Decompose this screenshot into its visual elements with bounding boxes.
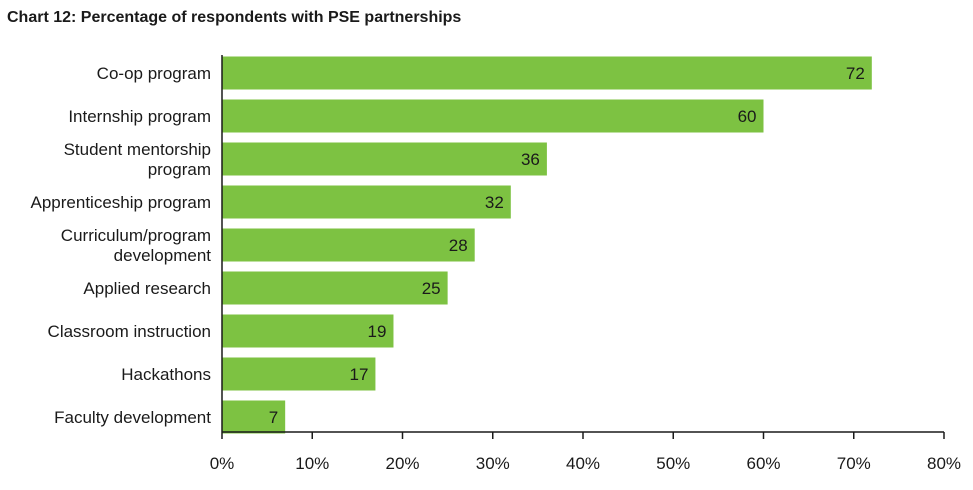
data-label: 25 bbox=[422, 279, 441, 298]
x-tick-label: 20% bbox=[385, 454, 419, 473]
data-label: 19 bbox=[368, 322, 387, 341]
bar bbox=[222, 271, 448, 305]
x-tick-label: 80% bbox=[927, 454, 961, 473]
bar bbox=[222, 99, 764, 133]
category-label: program bbox=[148, 160, 211, 179]
data-label: 32 bbox=[485, 193, 504, 212]
category-label: development bbox=[114, 246, 212, 265]
data-label: 28 bbox=[449, 236, 468, 255]
category-label: Student mentorship bbox=[64, 140, 211, 159]
data-label: 72 bbox=[846, 64, 865, 83]
x-tick-label: 40% bbox=[566, 454, 600, 473]
data-label: 7 bbox=[269, 408, 278, 427]
category-label: Faculty development bbox=[54, 408, 211, 427]
x-tick-label: 30% bbox=[476, 454, 510, 473]
category-label: Applied research bbox=[83, 279, 211, 298]
data-label: 17 bbox=[350, 365, 369, 384]
bar bbox=[222, 400, 286, 434]
data-label: 60 bbox=[738, 107, 757, 126]
x-tick-label: 50% bbox=[656, 454, 690, 473]
data-label: 36 bbox=[521, 150, 540, 169]
category-label: Apprenticeship program bbox=[31, 193, 211, 212]
category-label: Hackathons bbox=[121, 365, 211, 384]
category-label: Internship program bbox=[68, 107, 211, 126]
x-tick-label: 10% bbox=[295, 454, 329, 473]
bar bbox=[222, 185, 511, 219]
x-tick-label: 70% bbox=[837, 454, 871, 473]
chart-title: Chart 12: Percentage of respondents with… bbox=[7, 9, 462, 26]
category-label: Co-op program bbox=[97, 64, 211, 83]
x-tick-label: 0% bbox=[210, 454, 235, 473]
bar bbox=[222, 56, 872, 90]
bar bbox=[222, 142, 547, 176]
category-label: Curriculum/program bbox=[61, 226, 211, 245]
x-tick-label: 60% bbox=[746, 454, 780, 473]
bar bbox=[222, 357, 376, 391]
category-label: Classroom instruction bbox=[48, 322, 211, 341]
bar bbox=[222, 228, 475, 262]
bar bbox=[222, 314, 394, 348]
